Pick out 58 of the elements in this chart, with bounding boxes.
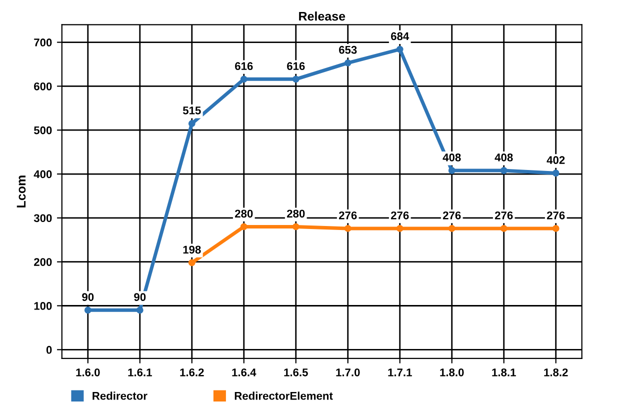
data-label: 276	[390, 211, 409, 220]
point	[500, 167, 508, 174]
x-tick-label: 1.6.5	[284, 368, 308, 376]
data-label: 408	[494, 153, 513, 162]
y-tick-label: 500	[34, 126, 52, 134]
point	[396, 224, 404, 232]
data-label: 684	[391, 32, 410, 40]
data-label: 198	[183, 246, 201, 254]
x-tick-label: 1.8.2	[544, 368, 568, 376]
y-axis-title: Lcom	[16, 176, 26, 208]
data-label: 276	[546, 211, 565, 220]
y-tick-label: 700	[34, 38, 52, 46]
point	[292, 76, 300, 83]
point	[136, 306, 144, 314]
x-tick-label: 1.8.0	[440, 368, 464, 376]
legend-label: RedirectorElement	[234, 392, 333, 400]
data-label: 90	[134, 293, 146, 301]
y-tick-label: 400	[34, 170, 52, 178]
data-label: 616	[235, 62, 253, 70]
point	[552, 224, 560, 232]
x-tick-label: 1.8.1	[492, 368, 516, 376]
point	[188, 120, 196, 127]
y-tick-label: 200	[34, 258, 52, 266]
x-tick-label: 1.7.0	[336, 368, 360, 376]
data-label: 276	[338, 211, 357, 220]
data-label: 280	[235, 210, 253, 218]
y-tick-label: 100	[34, 302, 52, 310]
y-tick-label: 600	[34, 82, 52, 90]
point	[500, 224, 508, 232]
data-label: 276	[442, 211, 461, 220]
point	[84, 306, 92, 314]
point	[240, 76, 248, 83]
point	[344, 224, 352, 232]
y-tick-label: 0	[46, 346, 52, 354]
data-label: 408	[442, 153, 461, 162]
point	[448, 224, 456, 232]
x-tick-label: 1.6.0	[76, 368, 100, 376]
data-label: 616	[287, 62, 305, 70]
data-label: 402	[546, 156, 565, 164]
data-label: 653	[339, 46, 357, 54]
point	[240, 223, 248, 230]
point	[344, 59, 352, 66]
x-tick-label: 1.6.1	[128, 368, 152, 376]
point	[292, 223, 300, 230]
x-tick-label: 1.7.1	[388, 368, 412, 376]
point	[552, 170, 560, 177]
data-label: 515	[182, 106, 201, 114]
chart-title: Release	[299, 11, 346, 21]
point	[448, 167, 456, 174]
y-tick-label: 300	[34, 214, 52, 222]
legend-label: Redirector	[92, 392, 148, 400]
x-tick-label: 1.6.4	[232, 368, 256, 376]
data-label: 280	[287, 210, 305, 218]
data-label: 90	[82, 293, 94, 301]
point	[396, 46, 404, 53]
point	[188, 259, 196, 266]
x-tick-label: 1.6.2	[180, 368, 204, 376]
data-label: 276	[494, 211, 513, 220]
